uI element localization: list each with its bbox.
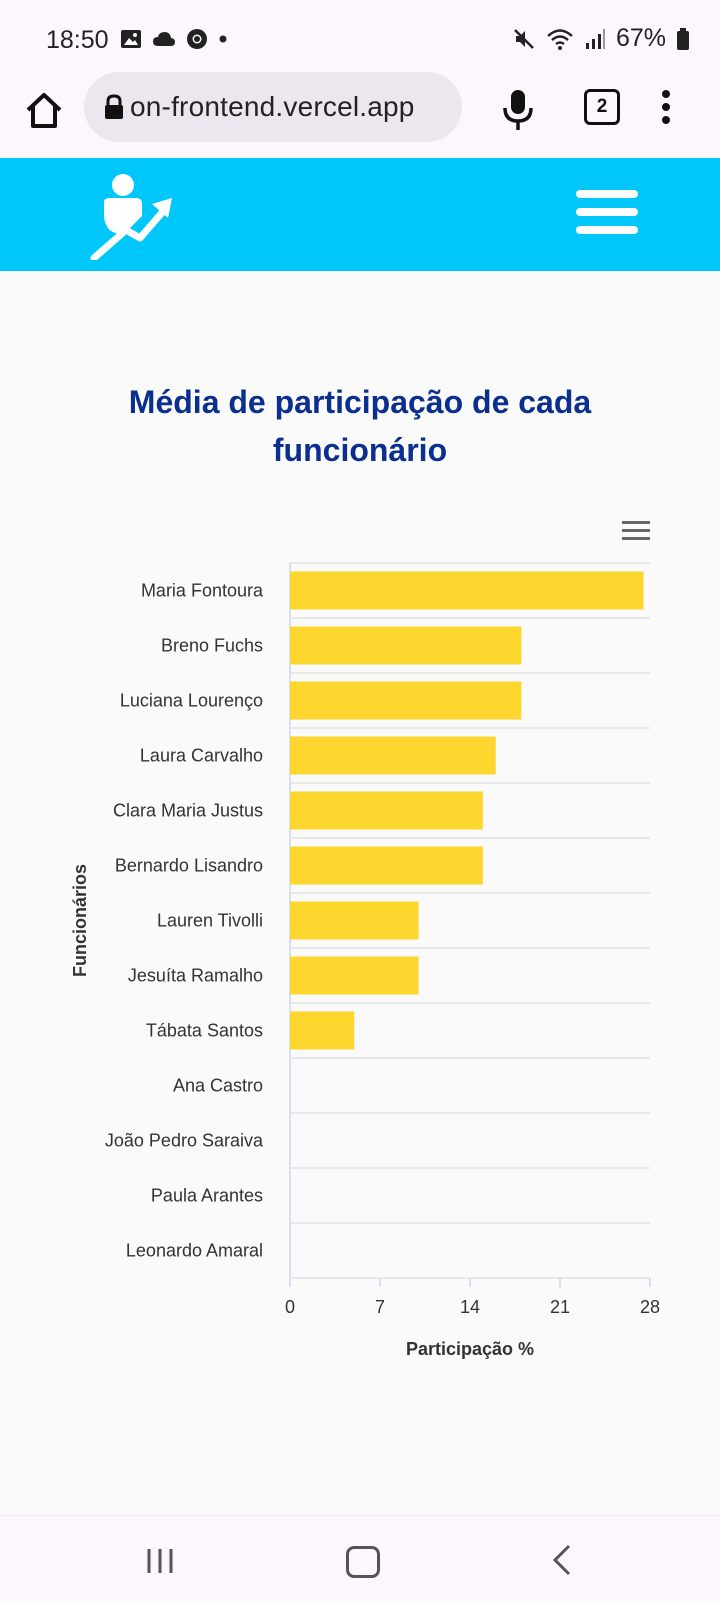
x-tick-label: 0 [285, 1297, 295, 1317]
chart-menu-icon[interactable] [622, 521, 650, 545]
category-label: Tábata Santos [146, 1021, 263, 1041]
bar [290, 571, 644, 610]
category-label: Breno Fuchs [161, 636, 263, 656]
category-label: Lauren Tivolli [157, 911, 263, 931]
bar [290, 956, 419, 995]
lock-icon [105, 94, 123, 119]
bar [290, 1011, 355, 1050]
category-label: Bernardo Lisandro [115, 856, 263, 876]
category-label: Leonardo Amaral [126, 1241, 263, 1261]
category-label: Jesuíta Ramalho [128, 966, 263, 986]
system-nav-bar [0, 1515, 720, 1601]
browser-toolbar: on-frontend.vercel.app 2 [0, 70, 720, 156]
x-axis-title: Participação % [406, 1339, 534, 1359]
category-label: Laura Carvalho [140, 746, 263, 766]
category-label: João Pedro Saraiva [105, 1131, 264, 1151]
bar [290, 791, 483, 830]
nav-home-icon[interactable] [346, 1546, 380, 1578]
x-tick-label: 28 [640, 1297, 660, 1317]
app-logo-icon[interactable] [90, 170, 180, 260]
back-icon[interactable] [552, 1544, 572, 1576]
mute-icon [514, 28, 534, 49]
bar [290, 901, 419, 940]
status-time: 18:50 [46, 26, 109, 54]
status-bar: 18:50 67% [0, 0, 720, 80]
hamburger-menu-icon[interactable] [576, 190, 638, 234]
category-label: Paula Arantes [151, 1186, 263, 1206]
bar [290, 846, 483, 885]
bar [290, 681, 522, 720]
bar [290, 736, 496, 775]
category-label: Clara Maria Justus [113, 801, 263, 821]
status-right: 67% [512, 24, 690, 53]
category-label: Luciana Lourenço [120, 691, 263, 711]
more-options-icon[interactable] [661, 88, 671, 128]
status-notification-icons [120, 28, 228, 50]
url-text: on-frontend.vercel.app [130, 91, 415, 122]
battery-icon [677, 27, 689, 50]
cloud-icon [153, 32, 175, 46]
chrome-icon [187, 29, 207, 49]
category-label: Ana Castro [173, 1076, 263, 1096]
image-icon [121, 30, 141, 48]
dot-icon [219, 35, 227, 43]
category-label: Maria Fontoura [141, 581, 264, 601]
tab-switcher-button[interactable]: 2 [584, 89, 620, 125]
address-bar[interactable]: on-frontend.vercel.app [84, 72, 462, 142]
home-icon[interactable] [22, 88, 66, 132]
x-tick-label: 7 [375, 1297, 385, 1317]
wifi-icon [547, 28, 573, 50]
app-header [0, 158, 720, 271]
microphone-icon[interactable] [502, 88, 534, 132]
x-tick-label: 21 [550, 1297, 570, 1317]
battery-percent: 67% [615, 24, 666, 52]
signal-icon [585, 28, 605, 49]
bar [290, 626, 522, 665]
x-tick-label: 14 [460, 1297, 480, 1317]
chart-title: Média de participação de cada funcionári… [128, 384, 592, 468]
recent-apps-icon[interactable] [146, 1548, 174, 1574]
bar-chart: Maria Fontoura Breno Fuchs Luciana Lourenç… [70, 562, 660, 1359]
y-axis-title: Funcionários [70, 864, 90, 977]
